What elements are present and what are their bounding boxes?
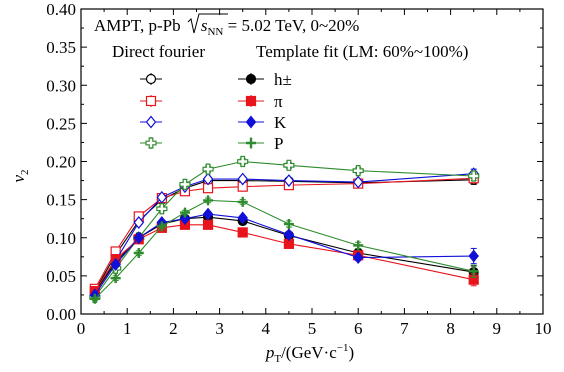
legend-entry-direct	[140, 115, 162, 129]
legend-entry-template	[238, 95, 264, 107]
data-point	[156, 190, 168, 204]
y-tick-label: 0.15	[46, 191, 76, 210]
data-point	[156, 203, 168, 215]
x-tick-label: 7	[400, 319, 409, 338]
legend-marker	[245, 73, 257, 85]
x-tick-label: 5	[308, 319, 317, 338]
chart-title: AMPT, p-Pb sNN = 5.02 TeV, 0~20%	[94, 16, 359, 38]
legend-marker	[145, 115, 157, 129]
data-point	[202, 163, 214, 175]
series-line	[94, 177, 474, 290]
data-point	[179, 178, 191, 190]
x-tick-label: 6	[354, 319, 363, 338]
data-point	[179, 207, 190, 218]
y-tick-label: 0.10	[46, 229, 76, 248]
y-tick-label: 0.00	[46, 305, 76, 324]
data-point	[353, 240, 364, 251]
data-point	[352, 175, 364, 189]
data-point	[237, 227, 248, 238]
data-point	[283, 219, 294, 230]
data-point	[89, 293, 100, 304]
legend-marker	[245, 115, 257, 129]
x-tick-label: 8	[446, 319, 455, 338]
data-point	[133, 216, 145, 229]
legend-label: P	[274, 134, 283, 153]
legend-entry-direct	[140, 137, 162, 149]
data-point	[237, 172, 248, 186]
series-template-7	[89, 195, 479, 304]
legend-marker	[245, 95, 257, 107]
x-tick-label: 4	[262, 319, 271, 338]
x-tick-label: 9	[493, 319, 502, 338]
x-axis-label: pT/(GeV·c−1)	[265, 342, 354, 365]
data-point	[283, 228, 295, 242]
series-line	[94, 173, 474, 293]
x-tick-label: 3	[215, 319, 224, 338]
series-layer	[89, 155, 480, 304]
legend-entry-direct	[140, 73, 162, 85]
data-point	[237, 211, 248, 225]
legend-marker	[145, 137, 157, 149]
data-point	[237, 155, 249, 168]
legend-header-direct: Direct fourier	[112, 42, 205, 61]
legend-entry-template	[238, 73, 264, 85]
x-tick-label: 1	[123, 319, 132, 338]
y-tick-label: 0.25	[46, 114, 76, 133]
legend-label: K	[274, 113, 287, 132]
x-tick-label: 0	[77, 319, 86, 338]
y-tick-label: 0.20	[46, 153, 76, 172]
data-point	[110, 273, 121, 284]
data-point	[352, 251, 364, 265]
data-point	[468, 249, 479, 263]
x-tick-label: 10	[535, 319, 552, 338]
legend-header-template: Template fit (LM: 60%~100%)	[256, 42, 468, 61]
legend-entry-template	[238, 137, 264, 149]
ticks: 0 1 2 3 4 5 6 7 8 9 10 0.00 0.05 0.10 0.15 0.20 0.25 0.30…	[46, 0, 551, 338]
series-line	[94, 199, 474, 300]
data-point	[179, 212, 191, 226]
y-tick-label: 0.05	[46, 267, 76, 286]
legend-marker	[145, 95, 157, 107]
y-tick-label: 0.30	[46, 76, 76, 95]
data-point	[203, 195, 214, 206]
legend-marker	[145, 73, 157, 85]
y-tick-label: 0.35	[46, 38, 76, 57]
data-point	[237, 196, 248, 207]
y-tick-label: 0.40	[46, 0, 76, 19]
data-point	[283, 159, 295, 171]
x-tick-label: 2	[169, 319, 178, 338]
data-point	[283, 174, 295, 188]
series-line	[94, 224, 474, 292]
series-line	[94, 213, 474, 296]
legend-entry-direct	[140, 95, 162, 107]
series-direct-3	[89, 155, 480, 303]
data-point	[468, 170, 480, 182]
data-point	[468, 266, 479, 277]
sqrt-radical	[187, 13, 228, 34]
data-point	[352, 165, 364, 177]
data-point	[110, 257, 121, 271]
legend-entry-template	[238, 115, 264, 129]
legend-label: π	[274, 92, 283, 111]
data-point	[156, 221, 167, 232]
y-axis-label: v2	[9, 169, 31, 182]
data-point	[133, 248, 144, 258]
legend-label: h±	[274, 70, 292, 89]
data-point	[202, 172, 214, 186]
data-point	[202, 219, 214, 230]
legend-marker	[246, 138, 256, 148]
series-line	[94, 179, 474, 292]
data-point	[202, 207, 214, 221]
legend: h± πKP	[140, 70, 292, 153]
data-point	[133, 231, 145, 245]
series-line	[94, 216, 474, 293]
series-line	[94, 160, 474, 298]
